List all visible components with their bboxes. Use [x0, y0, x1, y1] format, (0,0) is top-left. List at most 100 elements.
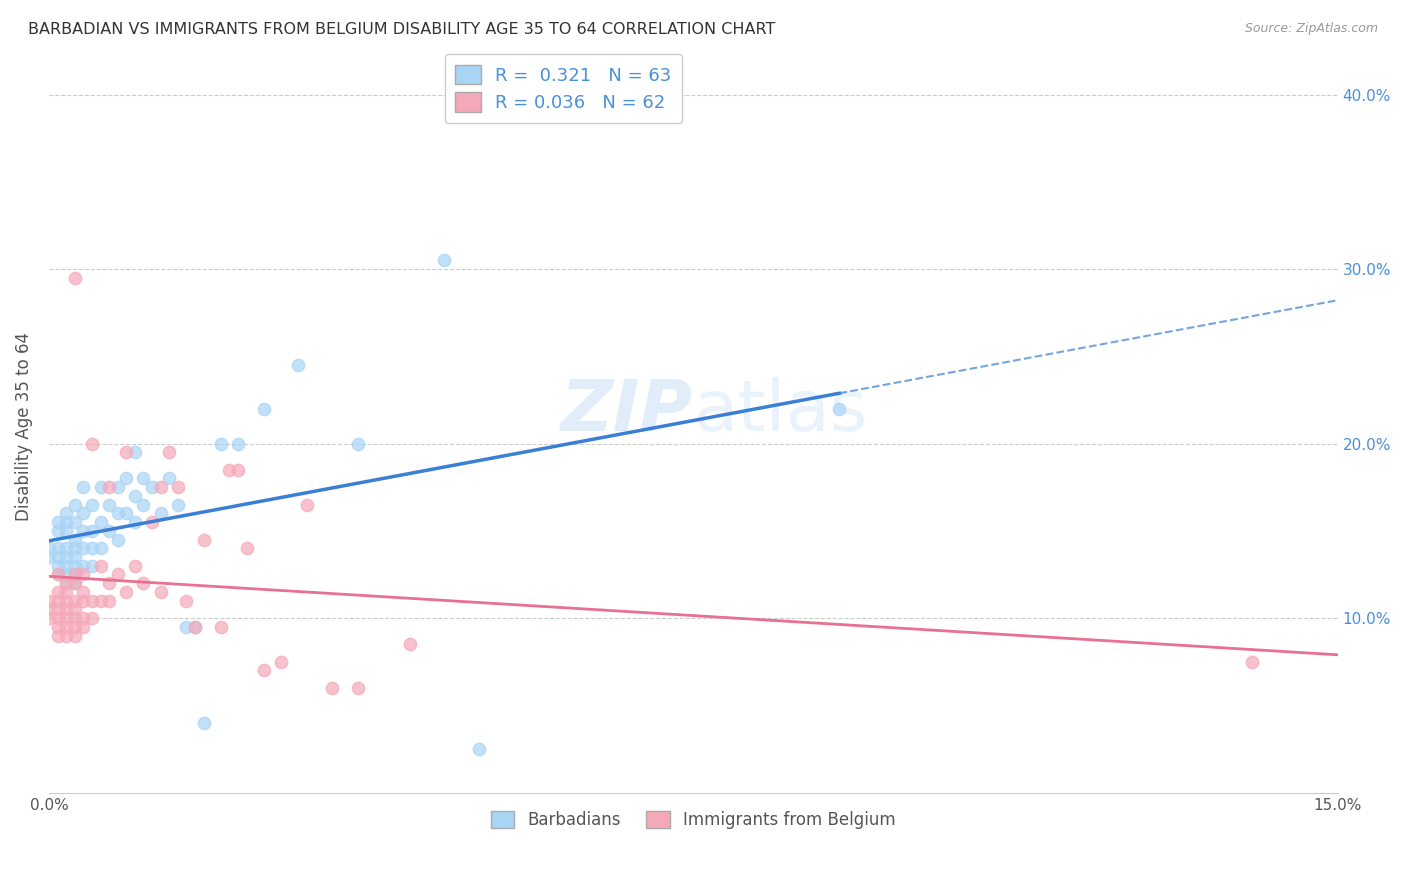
- Point: [46, 558, 69, 573]
- Point: [193, 715, 215, 730]
- Point: [46, 611, 69, 625]
- Point: [63, 629, 86, 643]
- Point: [46, 515, 69, 529]
- Point: [38, 611, 60, 625]
- Point: [124, 558, 146, 573]
- Point: [63, 549, 86, 564]
- Point: [46, 524, 69, 538]
- Point: [107, 507, 129, 521]
- Point: [132, 471, 155, 485]
- Point: [107, 480, 129, 494]
- Point: [218, 463, 240, 477]
- Point: [115, 471, 138, 485]
- Point: [124, 445, 146, 459]
- Point: [55, 576, 77, 591]
- Point: [55, 549, 77, 564]
- Point: [63, 620, 86, 634]
- Point: [98, 498, 121, 512]
- Point: [72, 585, 94, 599]
- Point: [55, 620, 77, 634]
- Point: [157, 471, 180, 485]
- Point: [107, 533, 129, 547]
- Point: [63, 270, 86, 285]
- Point: [63, 515, 86, 529]
- Text: ZIP: ZIP: [561, 377, 693, 446]
- Point: [166, 480, 188, 494]
- Point: [295, 498, 318, 512]
- Point: [72, 558, 94, 573]
- Point: [176, 593, 198, 607]
- Point: [63, 576, 86, 591]
- Point: [141, 480, 163, 494]
- Point: [828, 401, 851, 416]
- Point: [89, 558, 111, 573]
- Point: [72, 593, 94, 607]
- Point: [132, 498, 155, 512]
- Point: [55, 629, 77, 643]
- Point: [80, 524, 103, 538]
- Point: [347, 681, 370, 695]
- Point: [253, 664, 276, 678]
- Point: [115, 507, 138, 521]
- Point: [209, 620, 232, 634]
- Point: [63, 498, 86, 512]
- Point: [98, 524, 121, 538]
- Point: [46, 593, 69, 607]
- Point: [63, 541, 86, 556]
- Text: atlas: atlas: [693, 377, 868, 446]
- Legend: Barbadians, Immigrants from Belgium: Barbadians, Immigrants from Belgium: [485, 804, 903, 836]
- Point: [46, 549, 69, 564]
- Point: [38, 541, 60, 556]
- Point: [89, 515, 111, 529]
- Point: [46, 629, 69, 643]
- Point: [253, 401, 276, 416]
- Point: [72, 507, 94, 521]
- Point: [89, 593, 111, 607]
- Point: [89, 480, 111, 494]
- Point: [235, 541, 257, 556]
- Point: [38, 593, 60, 607]
- Point: [55, 576, 77, 591]
- Point: [46, 602, 69, 616]
- Point: [55, 541, 77, 556]
- Point: [115, 585, 138, 599]
- Point: [124, 515, 146, 529]
- Point: [80, 541, 103, 556]
- Point: [55, 593, 77, 607]
- Point: [467, 742, 489, 756]
- Point: [89, 541, 111, 556]
- Point: [141, 515, 163, 529]
- Point: [80, 436, 103, 450]
- Point: [98, 576, 121, 591]
- Text: BARBADIAN VS IMMIGRANTS FROM BELGIUM DISABILITY AGE 35 TO 64 CORRELATION CHART: BARBADIAN VS IMMIGRANTS FROM BELGIUM DIS…: [28, 22, 776, 37]
- Point: [72, 611, 94, 625]
- Point: [226, 436, 249, 450]
- Point: [347, 436, 370, 450]
- Point: [433, 253, 456, 268]
- Point: [46, 541, 69, 556]
- Point: [63, 533, 86, 547]
- Point: [107, 567, 129, 582]
- Point: [72, 620, 94, 634]
- Point: [55, 585, 77, 599]
- Point: [38, 549, 60, 564]
- Point: [55, 524, 77, 538]
- Point: [209, 436, 232, 450]
- Point: [80, 498, 103, 512]
- Point: [46, 620, 69, 634]
- Point: [226, 463, 249, 477]
- Point: [1240, 655, 1263, 669]
- Point: [38, 602, 60, 616]
- Text: Source: ZipAtlas.com: Source: ZipAtlas.com: [1244, 22, 1378, 36]
- Point: [46, 567, 69, 582]
- Point: [55, 507, 77, 521]
- Point: [72, 480, 94, 494]
- Point: [46, 567, 69, 582]
- Point: [166, 498, 188, 512]
- Point: [72, 541, 94, 556]
- Point: [72, 567, 94, 582]
- Point: [63, 567, 86, 582]
- Point: [63, 567, 86, 582]
- Point: [98, 480, 121, 494]
- Y-axis label: Disability Age 35 to 64: Disability Age 35 to 64: [15, 332, 32, 521]
